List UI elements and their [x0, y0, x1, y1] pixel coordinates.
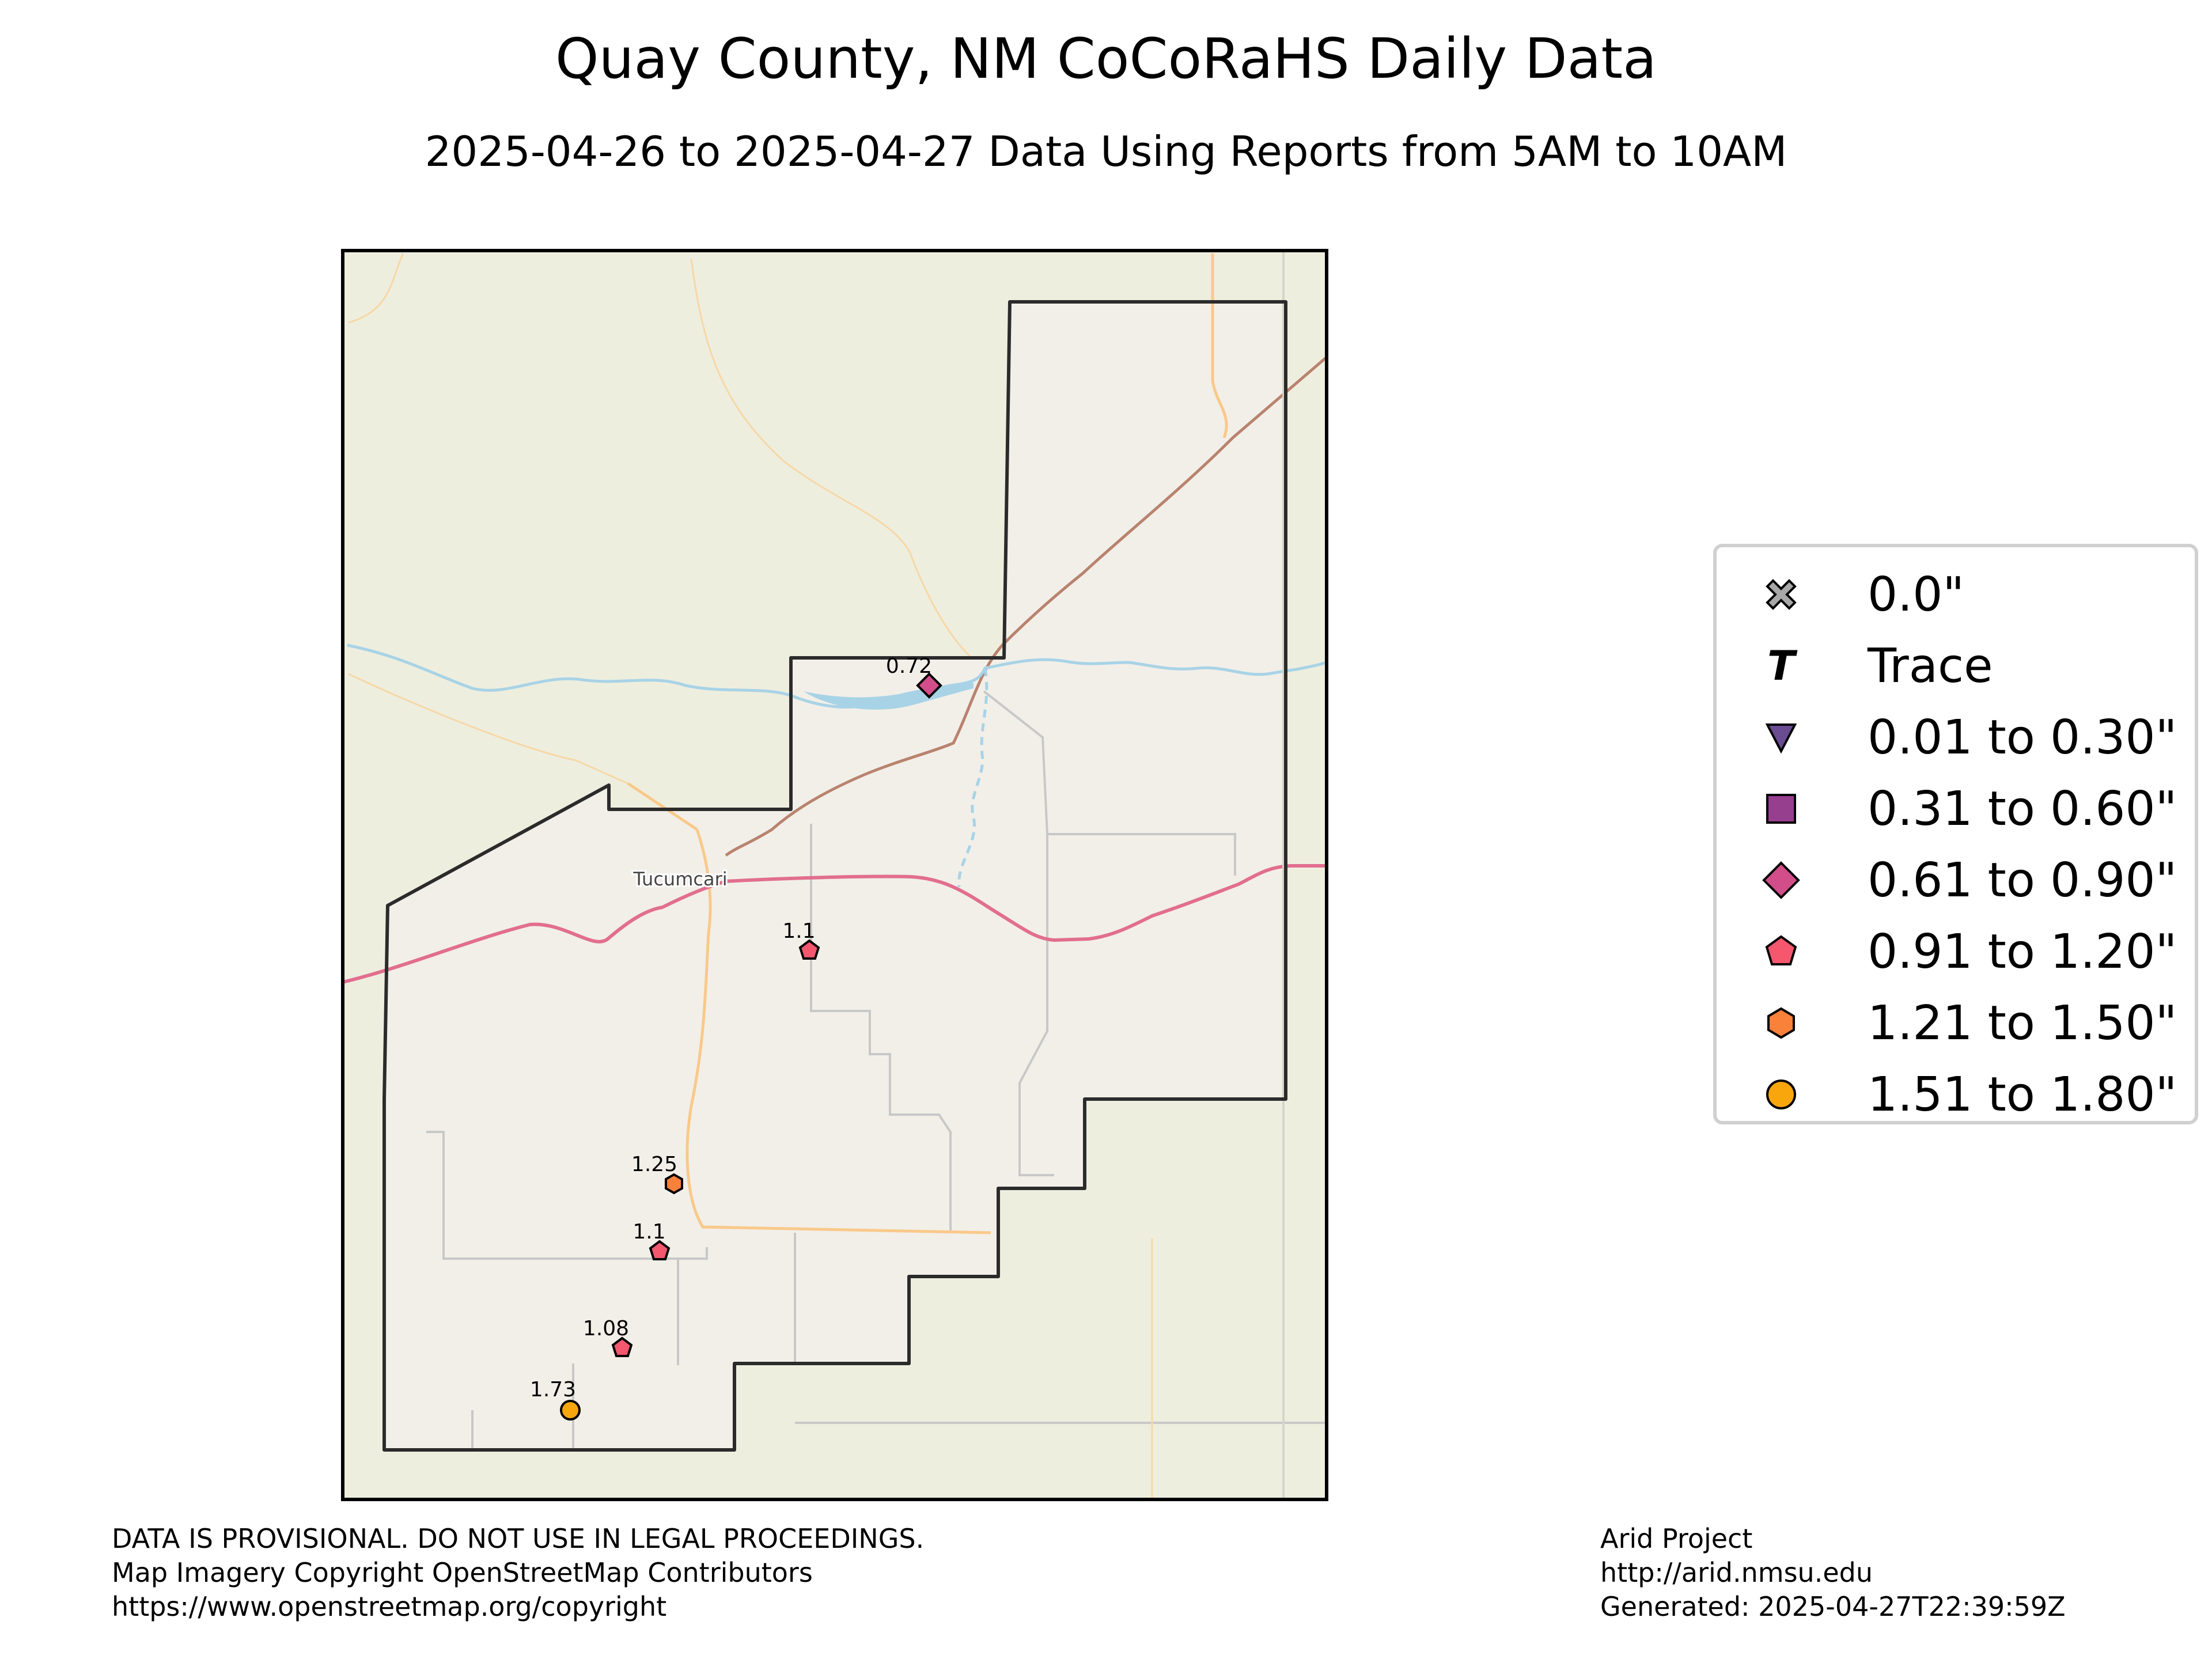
station-marker[interactable]: 1.08	[583, 1317, 633, 1357]
legend-item: 0.91 to 1.20"	[1717, 915, 2195, 986]
legend-label: 0.91 to 1.20"	[1868, 925, 2177, 979]
trace-t-icon: T	[1767, 642, 1798, 690]
footer-line: Map Imagery Copyright OpenStreetMap Cont…	[112, 1557, 813, 1588]
footer-credits: Arid Project http://arid.nmsu.edu Generate…	[1600, 1522, 2066, 1624]
x-cross-icon	[1766, 579, 1797, 610]
map-subtitle: 2025-04-26 to 2025-04-27 Data Using Repo…	[425, 127, 1787, 176]
legend-label: 1.51 to 1.80"	[1868, 1067, 2177, 1122]
legend-item: 0.31 to 0.60"	[1717, 772, 2195, 843]
legend-item: 1.51 to 1.80"	[1717, 1058, 2195, 1129]
legend: 0.0" T Trace 0.01 to 0.30" 0.31 to 0.60"…	[1713, 544, 2198, 1124]
station-marker[interactable]: 1.73	[530, 1378, 581, 1421]
station-value-label: 1.25	[631, 1153, 677, 1176]
legend-label: 0.31 to 0.60"	[1868, 782, 2177, 836]
legend-label: 0.0"	[1868, 567, 1965, 622]
circle-icon	[1766, 1080, 1796, 1109]
footer-line: Arid Project	[1600, 1523, 1753, 1554]
map-title: Quay County, NM CoCoRaHS Daily Data	[555, 26, 1657, 91]
local-roads	[426, 690, 1327, 1450]
legend-item: 0.01 to 0.30"	[1717, 700, 2195, 772]
footer-disclaimer: DATA IS PROVISIONAL. DO NOT USE IN LEGAL…	[112, 1522, 924, 1624]
legend-label: Trace	[1868, 639, 1993, 694]
footer-line: Generated: 2025-04-27T22:39:59Z	[1600, 1591, 2066, 1622]
state-highways	[348, 253, 1228, 1499]
legend-label: 0.01 to 0.30"	[1868, 710, 2177, 765]
station-value-label: 1.1	[782, 919, 815, 943]
square-icon	[1766, 794, 1796, 824]
station-marker[interactable]: 1.1	[782, 919, 820, 960]
hexagon-icon	[1767, 1007, 1795, 1039]
station-value-label: 1.1	[632, 1220, 665, 1244]
station-value-label: 1.73	[530, 1378, 576, 1402]
legend-label: 0.61 to 0.90"	[1868, 853, 2177, 908]
station-marker[interactable]: 1.25	[631, 1153, 683, 1195]
legend-item: 0.0"	[1717, 558, 2195, 629]
station-marker[interactable]: 1.1	[632, 1220, 671, 1260]
station-value-label: 0.72	[886, 654, 932, 678]
map-frame	[341, 249, 1328, 1501]
legend-item: T Trace	[1717, 629, 2195, 700]
pentagon-icon	[1765, 935, 1797, 965]
legend-label: 1.21 to 1.50"	[1868, 996, 2177, 1051]
railway	[725, 356, 1327, 857]
footer-line[interactable]: https://www.openstreetmap.org/copyright	[112, 1591, 667, 1622]
place-label-tucumcari: Tucumcari	[632, 868, 727, 890]
footer-line[interactable]: http://arid.nmsu.edu	[1600, 1557, 1873, 1588]
legend-item: 0.61 to 0.90"	[1717, 843, 2195, 915]
triangle-down-icon	[1765, 724, 1797, 754]
diamond-icon	[1762, 861, 1800, 899]
station-value-label: 1.08	[583, 1317, 629, 1340]
legend-item: 1.21 to 1.50"	[1717, 986, 2195, 1058]
interstate	[343, 864, 1327, 984]
svg-text:T: T	[1767, 642, 1798, 690]
station-marker[interactable]: 0.72	[886, 654, 942, 699]
footer-line: DATA IS PROVISIONAL. DO NOT USE IN LEGAL…	[112, 1523, 925, 1554]
county-boundary	[382, 300, 1287, 1452]
station-markers: 0.72 1.1 1.25 1.1 1.08 1.73	[530, 654, 942, 1421]
